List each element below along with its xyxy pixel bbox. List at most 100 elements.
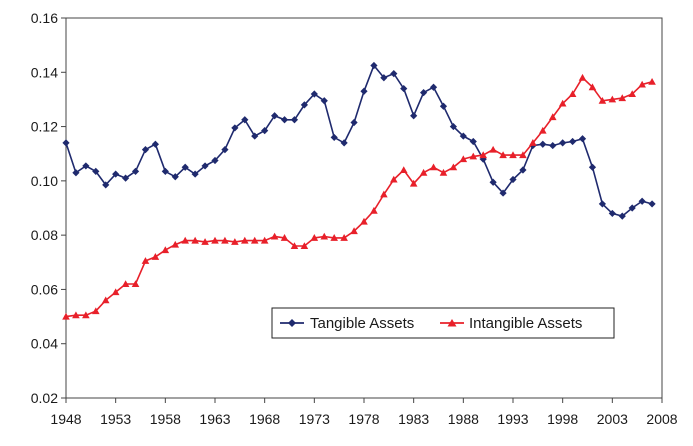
data-point [578, 135, 587, 143]
series-layer [62, 61, 656, 320]
data-point [131, 280, 140, 287]
data-point [558, 99, 567, 107]
data-point [221, 146, 229, 154]
data-point [469, 152, 478, 160]
x-tick-label: 1988 [448, 411, 479, 427]
y-tick-label: 0.16 [31, 10, 58, 26]
x-tick-label: 1953 [100, 411, 131, 427]
data-point [171, 173, 179, 181]
data-point [499, 189, 507, 197]
data-point [390, 175, 398, 183]
data-point [211, 156, 219, 165]
data-point [171, 240, 180, 248]
data-point [72, 169, 80, 177]
data-point [509, 175, 517, 184]
series-tangible [62, 61, 656, 220]
data-point [439, 168, 448, 176]
data-point [429, 163, 438, 171]
data-point [429, 83, 438, 91]
data-point [112, 170, 120, 178]
data-point [260, 236, 269, 244]
y-tick-label: 0.12 [31, 119, 58, 135]
y-tick-label: 0.08 [31, 227, 58, 243]
data-point [648, 77, 656, 85]
legend-marker-tangible [288, 319, 296, 327]
data-point [648, 200, 656, 208]
data-point [181, 163, 189, 171]
x-tick-label: 1968 [249, 411, 280, 427]
legend-label-intangible: Intangible Assets [469, 315, 582, 332]
plot-frame [65, 17, 663, 399]
y-tick-label: 0.06 [31, 281, 58, 297]
data-point [410, 112, 418, 120]
data-point [62, 139, 70, 147]
data-point [479, 151, 487, 159]
data-point [340, 139, 348, 147]
data-point [449, 163, 458, 171]
data-point [638, 197, 646, 205]
data-point [360, 87, 368, 95]
data-point [618, 94, 627, 102]
data-point [370, 61, 378, 70]
x-tick-label: 1963 [199, 411, 230, 427]
x-tick-label: 1998 [547, 411, 578, 427]
data-point [459, 132, 467, 140]
data-point [82, 311, 90, 319]
data-point [628, 204, 636, 212]
data-point [290, 242, 299, 249]
data-point [469, 137, 477, 146]
data-point [151, 140, 159, 148]
data-point [618, 212, 626, 220]
data-point [399, 166, 408, 173]
data-point [360, 217, 368, 225]
data-point [420, 89, 428, 97]
data-point [121, 280, 130, 287]
x-tick-label: 2003 [597, 411, 628, 427]
data-point [320, 232, 329, 240]
data-point [191, 236, 199, 244]
data-point [141, 257, 150, 264]
data-point [519, 151, 527, 159]
y-axis: 0.02 0.04 0.06 0.08 0.10 0.12 0.14 0.16 [31, 10, 66, 406]
plot-border [65, 17, 663, 399]
data-point [201, 238, 209, 245]
data-point [102, 181, 110, 189]
data-point [499, 151, 507, 159]
data-point [588, 163, 597, 171]
data-point [409, 179, 418, 187]
x-axis: 1948 1953 1958 1963 1968 1973 1978 1983 1988 1993… [50, 398, 678, 427]
data-point [82, 162, 90, 170]
data-point [122, 174, 130, 182]
data-point [559, 139, 567, 147]
data-point [251, 132, 259, 140]
data-point [400, 84, 408, 93]
legend: Tangible Assets Intangible Assets [271, 307, 615, 339]
series-line [65, 76, 653, 318]
y-tick-label: 0.02 [31, 390, 58, 406]
data-point [638, 80, 646, 88]
x-tick-label: 1958 [150, 411, 181, 427]
data-point [578, 73, 587, 81]
data-point [330, 234, 338, 241]
data-point [489, 178, 497, 186]
data-point [300, 101, 308, 109]
legend-label-tangible: Tangible Assets [310, 315, 414, 332]
x-tick-label: 1978 [348, 411, 379, 427]
data-point [131, 167, 140, 175]
data-point [380, 74, 388, 82]
data-point [519, 166, 527, 174]
data-point [280, 234, 289, 241]
data-point [211, 236, 219, 244]
data-point [330, 133, 338, 142]
data-point [439, 102, 448, 110]
x-tick-label: 1948 [50, 411, 81, 427]
data-point [539, 126, 547, 134]
data-point [380, 190, 388, 198]
data-point [569, 137, 577, 146]
legend-marker-intangible [447, 319, 457, 327]
data-point [370, 206, 378, 214]
data-point [598, 96, 607, 104]
data-point [241, 116, 249, 124]
data-point [548, 113, 557, 121]
